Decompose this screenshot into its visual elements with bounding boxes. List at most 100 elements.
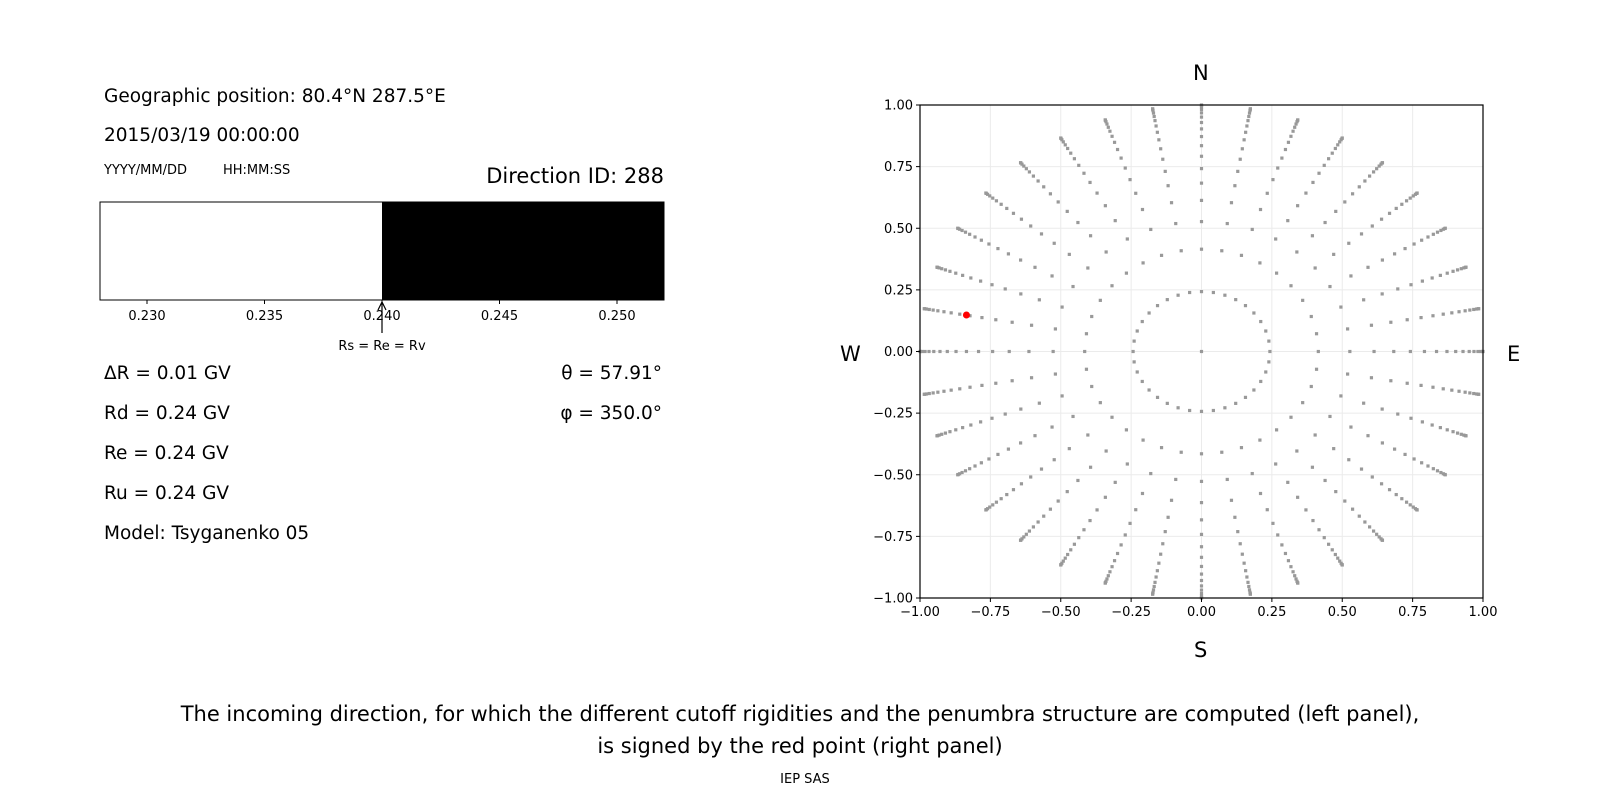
direction-point	[1328, 284, 1332, 289]
direction-point	[1459, 267, 1463, 271]
direction-point	[1286, 559, 1291, 563]
direction-point	[1151, 588, 1156, 592]
direction-point	[1006, 252, 1011, 256]
direction-point	[1389, 379, 1393, 383]
direction-point	[1086, 433, 1090, 437]
direction-point	[1067, 447, 1071, 451]
re-value: Re = 0.24 GV	[104, 443, 229, 464]
direction-point	[1314, 332, 1319, 336]
direction-point	[1309, 384, 1313, 389]
direction-point	[1377, 164, 1381, 168]
direction-point	[976, 349, 981, 354]
direction-point	[935, 434, 939, 438]
direction-point	[969, 423, 973, 427]
direction-point	[1233, 184, 1237, 188]
direction-point	[1082, 528, 1086, 532]
direction-point	[1289, 134, 1293, 138]
direction-point	[1238, 157, 1242, 161]
direction-point	[1405, 381, 1409, 385]
direction-point	[1340, 136, 1344, 140]
direction-point	[1134, 508, 1138, 512]
y-tick-label: −0.25	[873, 407, 913, 422]
direction-point	[1264, 370, 1268, 374]
direction-point	[1412, 242, 1416, 246]
direction-point	[1095, 508, 1099, 512]
direction-point	[1247, 111, 1252, 115]
direction-point	[1061, 140, 1065, 144]
direction-point	[1431, 467, 1435, 471]
direction-point	[1283, 551, 1288, 556]
direction-point	[1477, 392, 1481, 396]
direction-point	[1313, 266, 1317, 270]
bar-tick-label: 0.235	[246, 309, 283, 324]
geo-position: Geographic position: 80.4°N 287.5°E	[104, 86, 446, 107]
direction-point	[1457, 389, 1461, 393]
direction-point	[1199, 154, 1204, 158]
direction-point	[936, 390, 940, 394]
direction-point	[1090, 384, 1094, 389]
direction-point	[1125, 462, 1129, 466]
direction-point	[1169, 201, 1174, 205]
direction-point	[1024, 532, 1028, 536]
datetime: 2015/03/19 00:00:00	[104, 125, 300, 146]
direction-point	[1242, 561, 1246, 565]
direction-point	[1018, 538, 1023, 542]
direction-point	[1274, 462, 1278, 466]
direction-point	[1199, 144, 1204, 148]
direction-point	[1258, 491, 1263, 496]
direction-point	[1343, 499, 1347, 503]
direction-point	[1199, 584, 1204, 588]
direction-point	[1247, 584, 1251, 589]
direction-point	[984, 191, 988, 195]
direction-point	[1252, 311, 1256, 315]
direction-point	[1357, 185, 1361, 189]
direction-point	[1375, 532, 1379, 536]
direction-point	[1326, 542, 1331, 546]
direction-point	[931, 391, 935, 395]
direction-point	[1293, 574, 1297, 578]
direction-point	[1027, 349, 1031, 354]
ru-value: Ru = 0.24 GV	[104, 483, 230, 504]
direction-point	[1463, 390, 1467, 394]
direction-point	[1246, 580, 1250, 584]
direction-point	[1072, 542, 1077, 546]
direction-point	[1155, 395, 1160, 399]
direction-point	[1330, 151, 1334, 155]
direction-point	[1088, 465, 1093, 469]
direction-point	[1140, 319, 1144, 324]
direction-point	[988, 194, 992, 198]
direction-point	[1112, 559, 1117, 563]
direction-point	[1059, 563, 1063, 567]
direction-point	[927, 307, 931, 312]
direction-point	[1415, 191, 1419, 195]
direction-point	[1295, 449, 1299, 453]
direction-point	[994, 199, 999, 203]
direction-point	[1199, 166, 1204, 171]
direction-point	[1408, 196, 1412, 200]
direction-point	[1199, 545, 1204, 549]
direction-point	[1056, 499, 1060, 503]
direction-point	[1112, 140, 1117, 144]
direction-point	[1289, 415, 1293, 419]
direction-point	[922, 392, 926, 396]
direction-point	[1347, 458, 1351, 462]
x-tick-label: 0.50	[1328, 605, 1357, 620]
direction-point	[1248, 107, 1252, 111]
direction-point	[1019, 482, 1024, 486]
direction-point	[1244, 569, 1248, 573]
direction-point	[1472, 307, 1476, 312]
direction-point	[1155, 130, 1159, 134]
direction-point	[1019, 258, 1023, 262]
direction-point	[1236, 169, 1240, 173]
direction-point	[1392, 447, 1397, 451]
direction-point	[1005, 492, 1009, 497]
direction-point	[958, 312, 962, 316]
direction-point	[1161, 542, 1165, 546]
direction-point	[1463, 309, 1467, 313]
direction-point	[1098, 401, 1102, 405]
direction-point	[1326, 157, 1331, 161]
direction-point	[1174, 221, 1178, 226]
direction-point	[1199, 532, 1204, 537]
direction-point	[1405, 318, 1409, 322]
direction-point	[1069, 548, 1073, 552]
